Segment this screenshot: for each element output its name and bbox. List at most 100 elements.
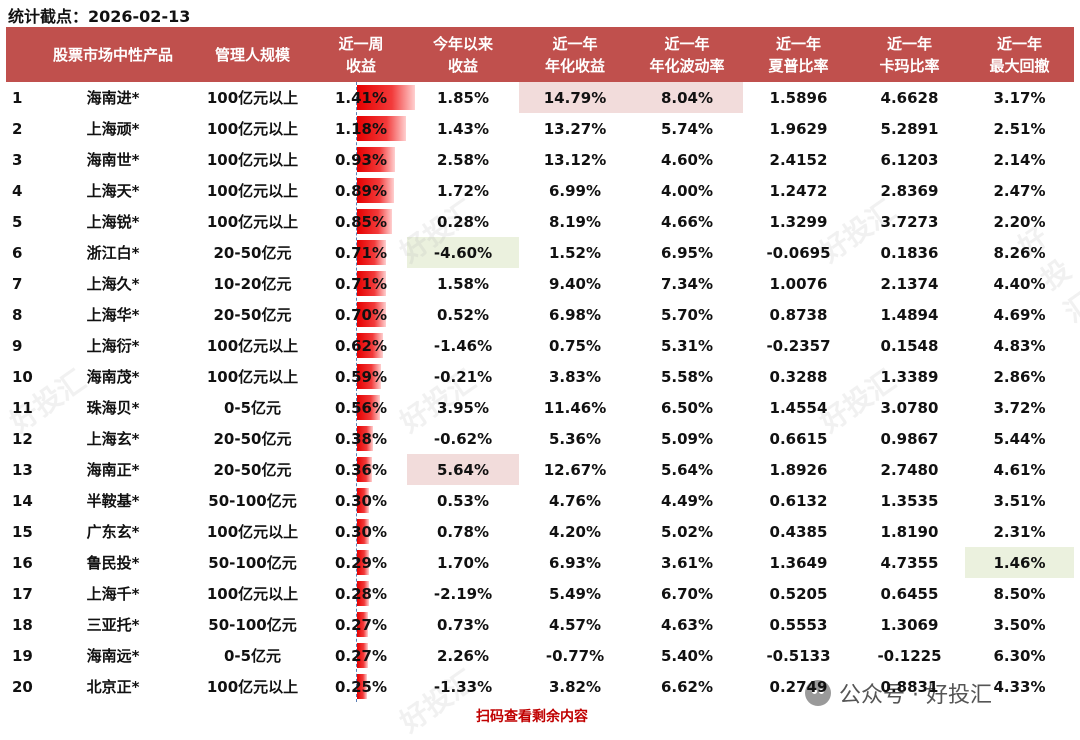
cell-max-drawdown: 3.17% xyxy=(965,82,1074,113)
cell-week-return: 0.59% xyxy=(315,361,407,392)
week-return-bar xyxy=(357,674,367,699)
cell-value: 20-50亿元 xyxy=(213,430,292,448)
header-line-1: 近一年 xyxy=(775,34,821,53)
cell-value: 10-20亿元 xyxy=(213,275,292,293)
cell-value: 0.6455 xyxy=(880,584,939,603)
cell-value: 0.56% xyxy=(334,398,388,417)
cell-value: 5.64% xyxy=(660,460,714,479)
week-return-bar xyxy=(357,178,394,203)
cell-value: 0.30% xyxy=(334,491,388,510)
cell-value: 8.26% xyxy=(993,243,1046,262)
cell-value: 6.99% xyxy=(548,181,602,200)
brand-text: 公众号 · 好投汇 xyxy=(839,683,992,708)
cell-week-return: 0.85% xyxy=(315,206,407,237)
cell-value: 1.3299 xyxy=(769,212,828,231)
cell-calmar: 1.3389 xyxy=(854,361,965,392)
header-line-1: 近一年 xyxy=(886,34,932,53)
cell-annual-vol: 5.70% xyxy=(631,299,743,330)
cell-manager-scale: 20-50亿元 xyxy=(190,237,315,268)
cell-value: 浙江白* xyxy=(86,244,140,262)
header-week-return: 近一周 收益 xyxy=(315,27,407,82)
cell-product: 海南远* xyxy=(36,640,190,671)
week-return-bar xyxy=(357,395,380,420)
cell-value: 4.63% xyxy=(660,615,714,634)
cell-value: 2.58% xyxy=(436,150,490,169)
table-row: 1 海南进* 100亿元以上 1.41% 1.85% 14.79% 8.04% 1.5896 4… xyxy=(6,82,1074,113)
cell-value: 5.31% xyxy=(660,336,714,355)
table-row: 14 半鞍基* 50-100亿元 0.30% 0.53% 4.76% 4.49% 0.6132… xyxy=(6,485,1074,516)
cell-rank: 9 xyxy=(6,330,36,361)
cell-value: 2.8369 xyxy=(880,181,939,200)
week-return-bar xyxy=(357,147,395,172)
cell-calmar: 3.7273 xyxy=(854,206,965,237)
cell-week-return: 0.27% xyxy=(315,640,407,671)
table-body: 1 海南进* 100亿元以上 1.41% 1.85% 14.79% 8.04% 1.5896 4… xyxy=(6,82,1074,702)
cell-product: 半鞍基* xyxy=(36,485,190,516)
cell-value: -0.62% xyxy=(433,429,493,448)
cell-annual-return: 0.75% xyxy=(519,330,631,361)
cell-week-return: 1.41% xyxy=(315,82,415,113)
table-row: 17 上海千* 100亿元以上 0.28% -2.19% 5.49% 6.70% 0.5205… xyxy=(6,578,1074,609)
cell-max-drawdown: 4.40% xyxy=(965,268,1074,299)
cell-value: 半鞍基* xyxy=(86,492,140,510)
cell-value: -0.2357 xyxy=(766,336,831,355)
cell-calmar: 0.8831 xyxy=(854,671,965,702)
cell-rank: 14 xyxy=(6,485,36,516)
cell-week-return: 0.38% xyxy=(315,423,407,454)
cell-annual-return: 4.76% xyxy=(519,485,631,516)
cell-manager-scale: 100亿元以上 xyxy=(190,144,315,175)
cell-manager-scale: 50-100亿元 xyxy=(190,609,315,640)
cell-max-drawdown: 8.26% xyxy=(965,237,1074,268)
header-line-1: 近一年 xyxy=(552,34,598,53)
cell-annual-vol: 5.31% xyxy=(631,330,743,361)
cell-value: 0.27% xyxy=(334,646,388,665)
cell-value: 5.64% xyxy=(436,460,490,479)
header-rank xyxy=(6,27,36,82)
cell-value: 1.70% xyxy=(436,553,490,572)
cell-ytd-return: 1.85% xyxy=(407,82,519,113)
header-line-1: 近一年 xyxy=(996,34,1042,53)
cell-ytd-return: 2.26% xyxy=(407,640,519,671)
cell-value: 5.09% xyxy=(660,429,714,448)
cell-calmar: 4.7355 xyxy=(854,547,965,578)
scan-code-note[interactable]: 扫码查看剩余内容 xyxy=(476,709,588,725)
cell-sharpe: 0.5553 xyxy=(743,609,854,640)
cell-value: 0.59% xyxy=(334,367,388,386)
cell-manager-scale: 100亿元以上 xyxy=(190,113,315,144)
cell-value: 1.3389 xyxy=(880,367,939,386)
table-row: 3 海南世* 100亿元以上 0.93% 2.58% 13.12% 4.60% 2.4152 6… xyxy=(6,144,1074,175)
cell-value: 鲁民投* xyxy=(86,554,140,572)
cell-value: -1.46% xyxy=(433,336,493,355)
cell-value: 9 xyxy=(12,336,23,355)
week-return-bar xyxy=(357,519,369,544)
table-row: 16 鲁民投* 50-100亿元 0.29% 1.70% 6.93% 3.61% 1.3649… xyxy=(6,547,1074,578)
cell-value: 6.50% xyxy=(660,398,714,417)
cell-manager-scale: 20-50亿元 xyxy=(190,423,315,454)
cell-rank: 11 xyxy=(6,392,36,423)
cell-value: 三亚托* xyxy=(86,616,140,634)
header-line-2: 最大回撤 xyxy=(989,56,1050,75)
cell-annual-vol: 6.50% xyxy=(631,392,743,423)
header-sharpe: 近一年 夏普比率 xyxy=(743,27,854,82)
week-return-bar xyxy=(357,271,386,296)
cell-value: -0.77% xyxy=(545,646,605,665)
cell-value: 5.2891 xyxy=(880,119,939,138)
cell-value: 海南远* xyxy=(86,647,140,665)
cell-value: 0.71% xyxy=(334,243,388,262)
cell-value: 1.4554 xyxy=(769,398,828,417)
cell-value: 5.74% xyxy=(660,119,714,138)
cell-manager-scale: 20-50亿元 xyxy=(190,299,315,330)
cell-value: 上海玄* xyxy=(86,430,140,448)
cell-annual-return: 8.19% xyxy=(519,206,631,237)
week-return-bar xyxy=(357,488,369,513)
cell-value: 0.9867 xyxy=(880,429,939,448)
table-row: 13 海南正* 20-50亿元 0.36% 5.64% 12.67% 5.64% 1.8926… xyxy=(6,454,1074,485)
week-return-bar xyxy=(357,364,381,389)
cell-sharpe: 1.8926 xyxy=(743,454,854,485)
cell-product: 上海天* xyxy=(36,175,190,206)
cell-value: 20-50亿元 xyxy=(213,244,292,262)
cell-value: 0.30% xyxy=(334,522,388,541)
cell-product: 上海锐* xyxy=(36,206,190,237)
week-return-bar xyxy=(357,116,406,141)
cell-max-drawdown: 2.86% xyxy=(965,361,1074,392)
